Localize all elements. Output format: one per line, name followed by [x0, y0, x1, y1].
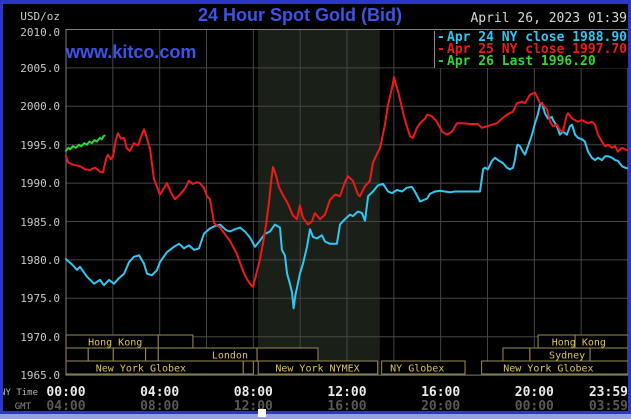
legend-box: - Apr 24 NY close 1988.90 - Apr 25 NY clos…	[434, 31, 628, 68]
x-tick-ny-time: 16:00	[421, 385, 461, 400]
y-tick-label: 2010.0	[20, 26, 60, 39]
session-label: NY Globex	[390, 364, 444, 375]
legend-item-apr25: - Apr 25 NY close 1997.70	[437, 42, 628, 57]
series-line-apr-25	[65, 76, 629, 288]
window-border-top	[0, 0, 631, 4]
x-tick-ny-time: 20:00	[514, 385, 554, 400]
session-box-london-sydney-row	[65, 347, 89, 362]
session-box-london-sydney-row	[112, 347, 147, 362]
x-tick-ny-time: 04:00	[140, 385, 180, 400]
x-tick-gmt: 03:59	[588, 399, 628, 414]
session-box-london-sydney-row	[502, 347, 531, 362]
session-box-new-york-row	[242, 360, 254, 375]
x-tick-gmt: 16:00	[327, 399, 367, 414]
session-box-london-sydney-row	[589, 347, 629, 362]
y-tick-label: 2000.0	[20, 100, 60, 114]
session-label: New York Globex	[96, 364, 186, 375]
x-tick-gmt: 04:00	[46, 399, 86, 414]
chart-datetime: April 26, 2023 01:39	[470, 11, 627, 26]
legend-item-apr26: - Apr 26 Last 1996.20	[437, 54, 628, 69]
session-label: Sydney	[549, 351, 585, 362]
x-tick-ny-time: 08:00	[233, 385, 273, 400]
y-tick-label: 1990.0	[20, 177, 60, 191]
x-tick-gmt: 08:00	[140, 399, 180, 414]
y-tick-label: 2005.0	[20, 61, 60, 75]
kitco-watermark-link[interactable]: www.kitco.com	[66, 42, 197, 62]
x-axis-row-label-gmt: GMT	[14, 402, 31, 412]
x-tick-gmt: 00:00	[514, 399, 554, 414]
y-tick-label: 1980.0	[20, 253, 60, 267]
y-axis-units-label: USD/oz	[20, 10, 60, 23]
session-box-new-york-row	[257, 360, 379, 375]
legend-label: Apr 25 NY close 1997.70	[447, 42, 628, 57]
page-title: 24 Hour Spot Gold (Bid)	[198, 5, 402, 25]
session-box-hong-kong-row	[157, 334, 194, 349]
series-line-apr-24	[65, 102, 629, 310]
window-border-left	[0, 0, 3, 419]
y-tick-label: 1985.0	[20, 215, 60, 229]
window-border-bottom	[0, 411, 631, 414]
window-border-right	[628, 0, 631, 419]
session-label: Hong Kong	[552, 338, 606, 349]
x-tick-ny-time: 12:00	[327, 385, 367, 400]
session-box-london-sydney-row	[256, 347, 319, 362]
x-tick-ny-time: 00:00	[46, 385, 86, 400]
legend-dash-icon: -	[437, 30, 445, 45]
y-tick-label: 1970.0	[20, 330, 60, 344]
y-tick-label: 1965.0	[20, 369, 60, 382]
x-axis-row-label-ny-time: NY Time	[0, 388, 38, 398]
legend-dash-icon: -	[437, 42, 445, 57]
legend-label: Apr 24 NY close 1988.90	[447, 30, 628, 45]
session-box-new-york-row	[381, 360, 466, 375]
y-tick-label: 1975.0	[20, 292, 60, 306]
legend-dash-icon: -	[437, 54, 445, 69]
session-label: London	[212, 351, 248, 362]
session-box-london-sydney-row	[145, 347, 159, 362]
series-line-apr-26	[65, 134, 106, 152]
x-tick-ny-time: 23:59	[588, 385, 628, 400]
window-bottom-strip	[0, 414, 631, 419]
legend-item-apr24: - Apr 24 NY close 1988.90	[437, 30, 628, 45]
y-tick-label: 1995.0	[20, 138, 60, 152]
nymex-session-band	[258, 29, 380, 376]
legend-label: Apr 26 Last 1996.20	[447, 54, 596, 69]
x-tick-gmt: 20:00	[421, 399, 461, 414]
resize-handle[interactable]	[258, 409, 266, 417]
session-label: Hong Kong	[88, 338, 142, 349]
session-label: New York Globex	[503, 364, 593, 375]
session-box-london-sydney-row	[87, 347, 114, 362]
session-label: New York NYMEX	[275, 364, 359, 375]
